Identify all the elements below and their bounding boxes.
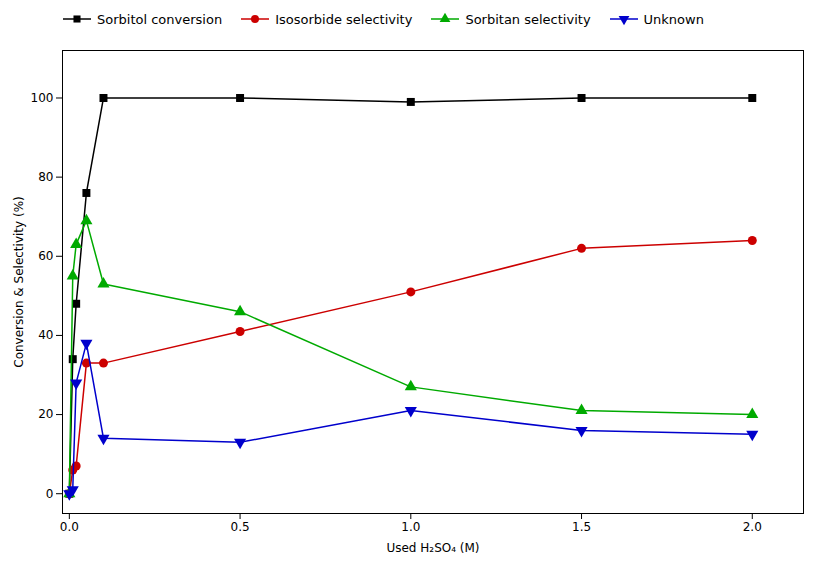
html-text:Unknown: Unknown [643,11,704,27]
svg-text:0: 0 [46,487,54,501]
svg-text:60: 60 [38,249,53,263]
svg-text:20: 20 [38,407,53,421]
svg-text:Conversion & Selectivity (%): Conversion & Selectivity (%) [12,196,26,367]
svg-text:0.5: 0.5 [231,520,250,534]
svg-text:80: 80 [38,170,53,184]
svg-text:1.0: 1.0 [401,520,420,534]
html-text:Isosorbide selectivity: Isosorbide selectivity [275,11,413,27]
svg-text:Used H₂SO₄ (M): Used H₂SO₄ (M) [386,541,479,555]
html-text:Sorbitol conversion: Sorbitol conversion [97,11,223,27]
svg-text:40: 40 [38,328,53,342]
svg-text:2.0: 2.0 [743,520,762,534]
svg-text:1.5: 1.5 [572,520,591,534]
html-text:Sorbitan selectivity: Sorbitan selectivity [465,11,591,27]
svg-text:0.0: 0.0 [60,520,79,534]
svg-text:100: 100 [31,91,54,105]
